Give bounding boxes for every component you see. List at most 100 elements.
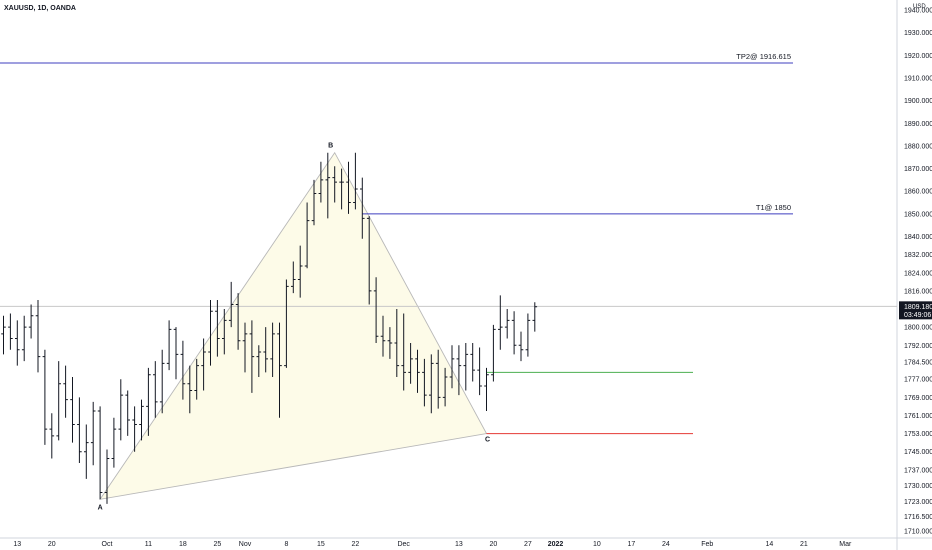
ohlc-bar	[532, 302, 538, 332]
ohlc-bar	[235, 293, 241, 350]
ohlc-bar	[84, 424, 89, 479]
ohlc-bar	[498, 295, 503, 350]
ohlc-bar	[8, 313, 13, 350]
x-tick-label: Oct	[102, 541, 113, 548]
ohlc-bar	[449, 345, 455, 389]
ohlc-bar	[525, 313, 531, 357]
ohlc-bar	[339, 168, 344, 210]
ohlc-bar	[21, 315, 27, 362]
y-tick-label: 1710.000	[904, 529, 932, 536]
ohlc-bar	[504, 309, 510, 339]
y-tick-label: 1753.000	[904, 431, 932, 438]
ohlc-bar	[90, 401, 96, 466]
last-price-badge	[899, 301, 932, 320]
y-tick-label: 1723.000	[904, 499, 932, 506]
y-tick-label: 1745.000	[904, 449, 932, 456]
ohlc-bar	[153, 361, 158, 418]
ohlc-bar	[180, 340, 186, 400]
ohlc-bar	[242, 322, 248, 373]
ohlc-bar	[518, 331, 524, 362]
currency-label: USD	[913, 4, 926, 10]
ohlc-bar	[366, 216, 372, 305]
ohlc-bar	[15, 320, 20, 366]
x-tick-label: 11	[145, 541, 152, 548]
symbol-label: XAUUSD, 1D, OANDA	[4, 5, 76, 12]
ohlc-bar	[415, 349, 420, 393]
ohlc-bar	[139, 399, 144, 441]
ohlc-bar	[380, 315, 386, 357]
ohlc-bar	[187, 365, 193, 414]
ohlc-bar	[97, 406, 103, 500]
x-tick-label: Nov	[239, 541, 252, 548]
ohlc-bar	[346, 161, 351, 214]
ohlc-bar	[222, 309, 227, 355]
ohlc-bar	[159, 349, 165, 414]
y-tick-label: 1860.000	[904, 189, 932, 196]
ohlc-bar	[304, 202, 310, 269]
ohlc-bar	[132, 406, 137, 452]
ohlc-bar	[63, 365, 68, 418]
x-tick-label: 24	[662, 541, 670, 548]
ohlc-bar	[118, 379, 124, 441]
x-tick-label: Dec	[397, 541, 410, 548]
ohlc-bar	[42, 349, 48, 445]
ohlc-bar	[256, 345, 262, 377]
ohlc-bar	[353, 152, 358, 210]
ohlc-bar	[394, 309, 400, 377]
ohlc-bar	[1, 315, 6, 355]
x-tick-label: 8	[284, 541, 288, 548]
x-tick-label: 14	[766, 541, 774, 548]
ohlc-bar	[173, 327, 179, 380]
y-tick-label: 1940.000	[904, 8, 932, 15]
ohlc-bar	[422, 358, 427, 407]
t1-level-label: T1@ 1850	[756, 203, 791, 212]
ohlc-bar	[49, 413, 55, 459]
x-tick-label: 27	[524, 541, 532, 548]
y-tick-label: 1850.000	[904, 211, 932, 218]
ohlc-bar	[104, 449, 110, 504]
y-tick-label: 1792.000	[904, 343, 932, 350]
ohlc-bar	[442, 367, 448, 407]
ohlc-bar	[325, 152, 331, 219]
ohlc-bar	[166, 320, 172, 371]
y-tick-label: 1832.000	[904, 252, 932, 259]
x-tick-label: 18	[179, 541, 187, 548]
ohlc-bar	[77, 397, 82, 464]
ohlc-bar	[435, 349, 441, 409]
ohlc-bar	[284, 279, 289, 368]
x-tick-label: 22	[352, 541, 360, 548]
y-tick-label: 1769.000	[904, 395, 932, 402]
ohlc-bar	[491, 324, 496, 382]
ohlc-bar	[360, 177, 365, 239]
ohlc-bar	[111, 417, 117, 468]
ohlc-bar	[429, 354, 434, 414]
ohlc-bar	[456, 345, 462, 396]
pattern-point-b: B	[328, 143, 333, 150]
ohlc-bar	[291, 261, 296, 294]
y-tick-label: 1800.000	[904, 325, 932, 332]
y-tick-label: 1840.000	[904, 234, 932, 241]
ohlc-bar	[35, 299, 41, 373]
abc-pattern-triangle	[99, 151, 488, 500]
y-tick-label: 1930.000	[904, 30, 932, 37]
y-tick-label: 1816.000	[904, 288, 932, 295]
x-tick-label: 2022	[548, 541, 564, 548]
ohlc-bar	[228, 281, 234, 328]
ohlc-bar	[146, 367, 151, 436]
x-tick-label: 10	[593, 541, 601, 548]
x-tick-label: Mar	[839, 541, 852, 548]
y-tick-label: 1880.000	[904, 143, 932, 150]
ohlc-bar	[484, 367, 489, 411]
x-tick-label: 13	[455, 541, 463, 548]
y-tick-label: 1890.000	[904, 121, 932, 128]
ohlc-bar	[215, 299, 220, 357]
ohlc-bar	[208, 299, 213, 366]
y-tick-label: 1761.000	[904, 413, 932, 420]
y-tick-label: 1870.000	[904, 166, 932, 173]
ohlc-bar	[477, 347, 482, 396]
ohlc-bar	[408, 342, 413, 384]
x-tick-label: 17	[628, 541, 636, 548]
last-price-countdown: 03:49:06	[904, 312, 931, 319]
y-tick-label: 1730.000	[904, 483, 932, 490]
